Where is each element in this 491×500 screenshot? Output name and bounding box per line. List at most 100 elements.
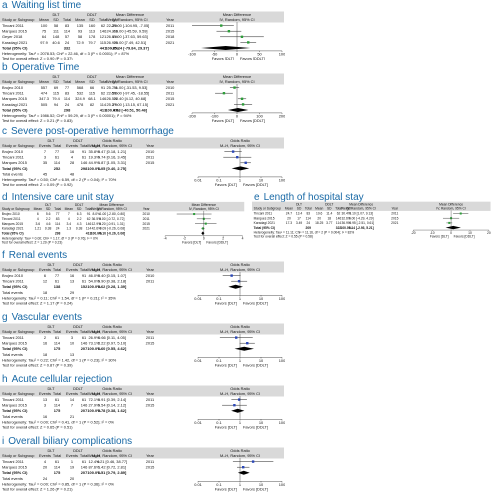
- weight-cell: 46.0%: [88, 273, 100, 278]
- study-name: Marques 2015: [2, 403, 27, 408]
- group-header-plot: Mean Difference: [439, 202, 463, 206]
- weight-cell: 44.9%: [88, 160, 100, 165]
- table-cell: 64: [42, 34, 47, 39]
- table-header-bg: [0, 385, 284, 397]
- estimate-cell: 0.40 [0.15, 1.07]: [98, 273, 126, 278]
- axis-tick-label: 100: [279, 296, 285, 301]
- study-name: Brujeo 2010: [2, 85, 24, 90]
- table-cell: 114: [86, 227, 91, 231]
- year-cell: 2021: [166, 40, 175, 45]
- weight-cell: 87.6%: [88, 465, 100, 470]
- forest-group: DLT DDLT Odds Ratio Odds Ratio Study or Subg…: [0, 137, 285, 187]
- axis-tick-label: 100: [279, 52, 285, 57]
- forest-plot: DLT DDLT Odds Ratio Odds Ratio Study or Subg…: [0, 385, 285, 429]
- column-header: M–H, Random, 95% CI: [92, 329, 132, 334]
- column-header: Total: [99, 17, 107, 22]
- column-header-plot: IV, Random, 95% CI: [219, 17, 254, 22]
- heterogeneity-text: Heterogeneity: Tau² = 0.22; Chi² = 1.42,…: [2, 357, 117, 362]
- point-estimate: [237, 280, 241, 283]
- point-estimate: [233, 86, 236, 89]
- column-header: SD: [327, 207, 332, 211]
- table-cell: 77: [55, 149, 59, 154]
- axis-tick-label: 100: [279, 420, 285, 425]
- column-header: Events: [66, 267, 78, 272]
- column-header: Study or Subgroup: [2, 79, 34, 84]
- overall-effect-text: Test for overall effect: Z = 0.55 (P = 0…: [254, 235, 313, 239]
- group-header-effect: Mean Difference: [349, 202, 373, 206]
- column-header: SD: [89, 17, 95, 22]
- weight-cell: 26.9%: [88, 335, 100, 340]
- group-header-ddlt: DDLT: [73, 386, 83, 391]
- table-cell: 121: [100, 34, 107, 39]
- forest-group: DLT DDLT Mean Difference Mean Difference Stu…: [0, 73, 285, 123]
- study-name: Marques 2015: [254, 216, 275, 220]
- table-cell: 2.2: [46, 217, 51, 221]
- group-header-plot: Odds Ratio: [230, 324, 249, 329]
- table-cell: 82: [90, 102, 94, 107]
- point-estimate: [227, 30, 231, 33]
- weight-cell: 25.3%: [106, 102, 118, 107]
- favors-left-label: Favors [DLT]: [215, 362, 237, 367]
- column-header: Total: [80, 143, 88, 148]
- column-header: Total: [335, 207, 342, 211]
- table-cell: 113: [89, 29, 95, 34]
- column-header: M–H, Random, 95% CI: [92, 143, 132, 148]
- year-cell: 2021: [142, 227, 150, 231]
- study-name: Geyer 2018: [2, 34, 22, 39]
- table-cell: 4: [44, 459, 47, 464]
- table-cell: 13: [43, 397, 47, 402]
- summary-diamond: [201, 46, 251, 50]
- favors-left-label: Favors [DLT]: [215, 424, 237, 429]
- table-cell: 62: [337, 212, 341, 216]
- table-cell: 5.6: [46, 212, 51, 216]
- table-cell: 19: [70, 465, 74, 470]
- panel-e: e Length of hospital stay DLT DDLT Mean Dif…: [252, 192, 491, 246]
- table-cell: 17.3: [286, 221, 293, 225]
- panel-c: c Severe post-operative hemmorrhage DLT DD…: [0, 126, 285, 188]
- total-label: Total (95% CI): [2, 470, 28, 475]
- weight-cell: 22.5%: [106, 91, 118, 96]
- estimate-cell: 25.00 [7.49, 42.51]: [114, 40, 146, 45]
- column-header: Total: [305, 207, 312, 211]
- total-events-label: Total events: [2, 414, 23, 419]
- favors-left-label: Favors [DLT]: [182, 241, 201, 245]
- overall-effect-text: Test for overall effect: Z = 0.21 (P = 0…: [2, 118, 73, 123]
- group-header-dlt: DLT: [52, 74, 60, 79]
- favors-left-label: Favors [DLT]: [212, 118, 234, 123]
- column-header: IV, Random, 95% CI: [112, 17, 147, 22]
- point-estimate: [244, 161, 247, 164]
- table-cell: 94: [54, 102, 59, 107]
- panel-title: f Renal events: [2, 250, 68, 261]
- estimate-cell: 0.91 [0.39, 2.14]: [98, 397, 126, 402]
- point-estimate: [222, 92, 226, 95]
- table-cell: 61: [55, 335, 59, 340]
- table-cell: 146: [81, 403, 88, 408]
- forest-plot: DLT DDLT Odds Ratio Odds Ratio Study or Subg…: [0, 447, 285, 491]
- axis-tick-label: 10: [259, 358, 264, 363]
- column-header: Weight: [106, 17, 119, 22]
- axis-tick-label: 100: [279, 178, 285, 183]
- column-header: Mean: [315, 207, 323, 211]
- year-cell: 2011: [143, 217, 150, 221]
- column-header: IV, Random, 95% CI: [346, 207, 376, 211]
- table-cell: 474: [41, 91, 48, 96]
- heterogeneity-text: Heterogeneity: Tau² = 2078.53; Chi² = 22…: [2, 51, 130, 56]
- group-header-ddlt: DDLT: [73, 138, 83, 143]
- summary-diamond: [231, 408, 245, 413]
- favors-right-label: Favors [DDLT]: [243, 362, 268, 367]
- group-header-dlt: DLT: [45, 203, 51, 207]
- table-header-bg: [0, 323, 284, 335]
- table-cell: 61: [82, 459, 86, 464]
- axis-tick-label: -10: [430, 231, 435, 235]
- year-cell: 2015: [166, 29, 175, 34]
- point-estimate: [233, 404, 236, 407]
- panel-f: f Renal events DLT DDLT Odds Ratio Odds Rati…: [0, 250, 285, 306]
- table-cell: 13.4: [296, 212, 303, 216]
- group-header-effect: Mean Difference: [116, 12, 144, 17]
- weight-cell: 27.9%: [88, 403, 100, 408]
- study-name: Tincani 2011: [2, 217, 21, 221]
- axis-tick-label: 0.01: [194, 296, 202, 301]
- total-estimate: 1.60 [0.55, 4.62]: [98, 346, 127, 351]
- favors-right-label: Favors [DDLT]: [240, 118, 265, 123]
- forest-plot: DLT DDLT Mean Difference Mean Difference Stu…: [0, 73, 285, 123]
